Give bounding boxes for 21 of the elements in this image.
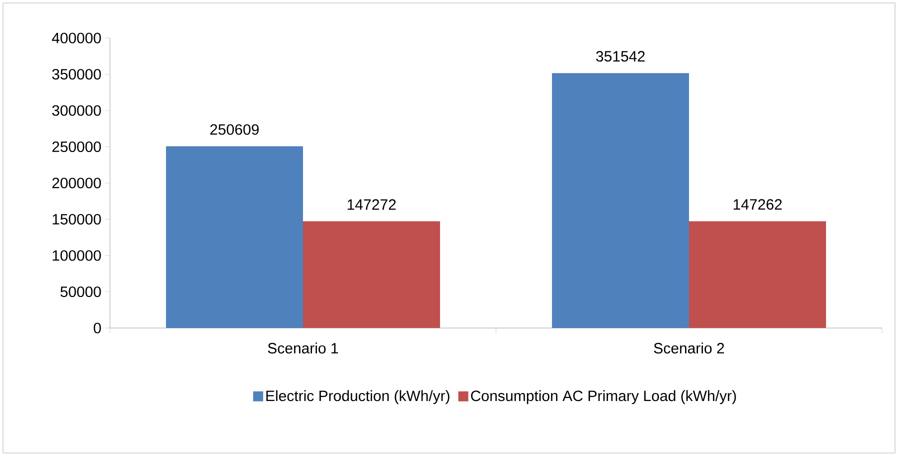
- y-tick-label: 250000: [52, 141, 101, 152]
- y-tick-label: 200000: [52, 178, 101, 188]
- legend-label: Consumption AC Primary Load (kWh/yr): [471, 390, 736, 404]
- data-label: 147272: [348, 199, 396, 210]
- y-tick-label: 350000: [52, 68, 101, 80]
- bar: [552, 73, 690, 328]
- data-label: 147262: [734, 199, 782, 210]
- bar: [166, 146, 304, 328]
- data-label: 351542: [596, 51, 645, 62]
- y-tick-label: 400000: [52, 32, 101, 44]
- y-tick-label: 150000: [52, 214, 101, 225]
- y-tick-label: 300000: [52, 105, 101, 116]
- x-tick-label: Scenario 2: [654, 342, 724, 354]
- x-tick-label: Scenario 1: [268, 342, 338, 354]
- legend-label: Electric Production (kWh/yr): [266, 390, 450, 404]
- bar: [689, 221, 826, 328]
- y-tick-label: 100000: [52, 250, 101, 261]
- data-label: 250609: [210, 124, 259, 135]
- y-tick-label: 0: [94, 322, 101, 334]
- bar: [303, 221, 440, 328]
- y-tick-label: 50000: [60, 286, 101, 298]
